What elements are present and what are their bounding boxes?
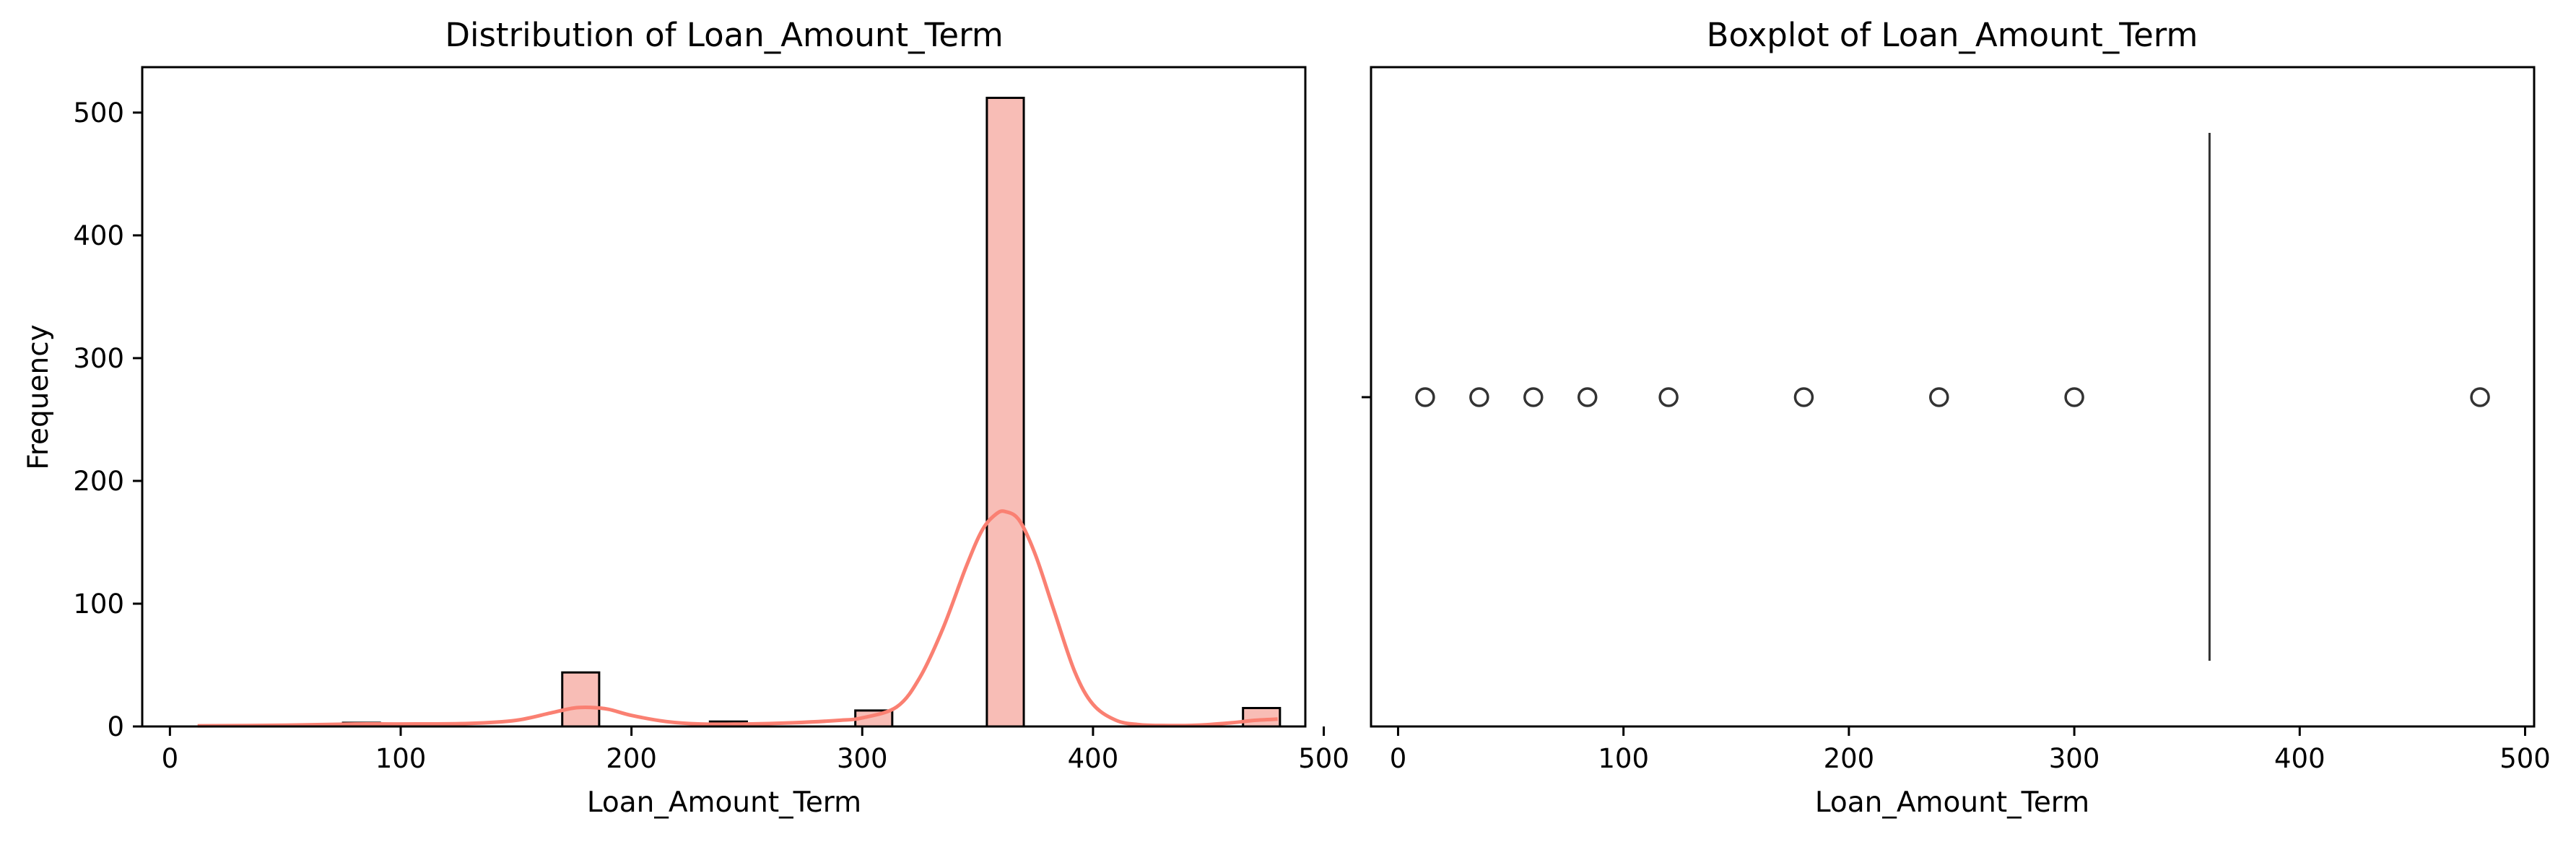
y-tick-label: 500 xyxy=(73,97,124,129)
histogram-bars xyxy=(341,97,1282,728)
boxplot-outlier xyxy=(1793,387,1814,407)
boxplot-outliers xyxy=(1415,387,2490,407)
y-tick-label: 0 xyxy=(107,711,124,742)
x-tick-label: 0 xyxy=(1390,743,1407,774)
y-tick-label: 400 xyxy=(73,220,124,251)
x-tick-label: 0 xyxy=(162,743,179,774)
boxplot-outlier xyxy=(1523,387,1544,407)
histogram-bar xyxy=(985,97,1025,728)
x-tick-label: 500 xyxy=(1298,743,1349,774)
kde-curve xyxy=(197,509,1278,728)
boxplot-outlier xyxy=(2470,387,2490,407)
y-tick-label: 300 xyxy=(73,343,124,374)
histogram-bar xyxy=(1242,706,1282,728)
histogram-x-axis-label: Loan_Amount_Term xyxy=(587,786,861,819)
boxplot-plot-frame xyxy=(1370,66,2536,728)
x-tick-label: 300 xyxy=(2049,743,2100,774)
x-tick-label: 400 xyxy=(2274,743,2325,774)
boxplot-title: Boxplot of Loan_Amount_Term xyxy=(1707,16,2198,54)
y-tick-label: 200 xyxy=(73,466,124,497)
histogram-panel: Distribution of Loan_Amount_Term 0 100 200… xyxy=(22,16,1349,819)
x-tick-label: 500 xyxy=(2499,743,2551,774)
x-tick-label: 200 xyxy=(1824,743,1875,774)
histogram-title: Distribution of Loan_Amount_Term xyxy=(445,16,1003,54)
boxplot-outlier xyxy=(1415,387,1435,407)
boxplot-x-ticks: 0 100 200 300 400 500 xyxy=(1390,726,2551,774)
x-tick-label: 200 xyxy=(606,743,657,774)
boxplot-outlier xyxy=(1929,387,1949,407)
boxplot-outlier xyxy=(1658,387,1679,407)
boxplot-panel: Boxplot of Loan_Amount_Term 0 100 200 300 40… xyxy=(1362,16,2551,819)
boxplot-outlier xyxy=(1577,387,1598,407)
histogram-plot-frame xyxy=(141,66,1307,728)
boxplot-outlier xyxy=(1469,387,1489,407)
histogram-x-ticks: 0 100 200 300 400 500 xyxy=(162,726,1349,774)
boxplot-x-axis-label: Loan_Amount_Term xyxy=(1815,786,2089,819)
histogram-y-axis-label: Frequency xyxy=(22,324,55,469)
histogram-y-ticks: 0 100 200 300 400 500 xyxy=(73,97,142,742)
x-tick-label: 300 xyxy=(837,743,888,774)
y-tick-label: 100 xyxy=(73,589,124,620)
x-tick-label: 100 xyxy=(375,743,427,774)
boxplot-outlier xyxy=(2064,387,2084,407)
x-tick-label: 100 xyxy=(1598,743,1649,774)
histogram-bar xyxy=(561,671,601,728)
x-tick-label: 400 xyxy=(1068,743,1119,774)
